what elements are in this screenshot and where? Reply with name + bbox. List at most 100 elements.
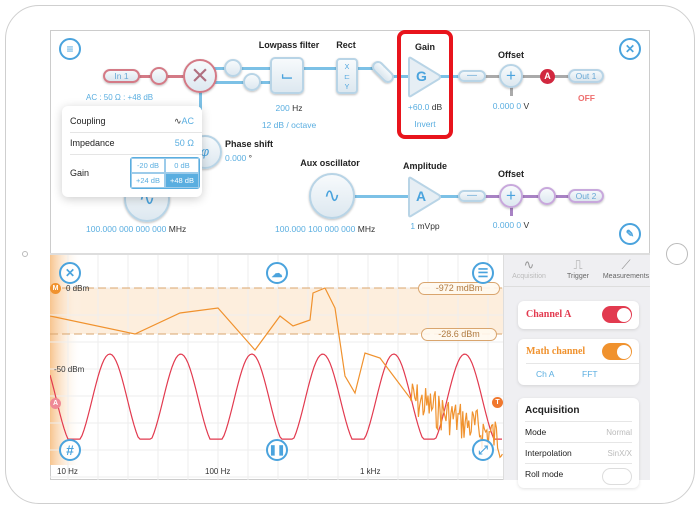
x-tick-1: 100 Hz	[205, 467, 231, 476]
tab-measurements[interactable]: ⟋ Measurements	[602, 255, 650, 280]
offset1-number: 0.000 0	[492, 101, 522, 111]
gain-title: Gain	[414, 42, 436, 52]
math-source[interactable]: Ch A	[536, 369, 555, 379]
divider	[70, 132, 202, 133]
amplitude-number: 1	[410, 221, 416, 231]
aux-oscillator-button[interactable]: ∿	[309, 173, 355, 219]
lowpass-frequency[interactable]: 200 Hz	[276, 103, 303, 113]
offset2-minus-button[interactable]: —	[458, 190, 486, 202]
out2-button[interactable]: Out 2	[568, 189, 604, 203]
math-operation[interactable]: FFT	[582, 369, 598, 379]
offset2-number: 0.000 0	[492, 220, 522, 230]
rect-y-glyph: Y	[344, 84, 350, 91]
cursor-readout-2[interactable]: -28.6 dBm	[421, 328, 497, 341]
out1-button[interactable]: Out 1	[568, 69, 604, 83]
gain-highlight	[397, 30, 453, 139]
channel-a-card: Channel A	[518, 301, 639, 329]
channel-a-marker[interactable]: A	[50, 398, 61, 409]
gain-option[interactable]: -20 dB	[131, 158, 165, 173]
in1-probe-node[interactable]	[150, 67, 168, 85]
interpolation-label: Interpolation	[525, 448, 572, 458]
roll-mode-row: Roll mode	[525, 463, 632, 484]
lowpass-title: Lowpass filter	[258, 40, 320, 50]
aux-frequency[interactable]: 100.000 100 000 000 MHz	[275, 224, 375, 234]
math-fft-trace	[50, 287, 503, 459]
gain-option[interactable]: +24 dB	[131, 173, 165, 188]
gain-option-selected[interactable]: +48 dB	[165, 173, 199, 188]
math-channel-card: Math channel Ch A FFT	[518, 339, 639, 385]
grid-icon[interactable]: #	[59, 439, 81, 461]
probe-node-2[interactable]	[243, 73, 261, 91]
roll-mode-label: Roll mode	[525, 469, 564, 479]
out1-state[interactable]: OFF	[578, 93, 595, 103]
channel-a-label: Channel A	[526, 309, 572, 320]
lowpass-freq-value: 200	[275, 103, 290, 113]
wire-offset2	[510, 206, 513, 216]
wrench-icon[interactable]: ✕	[619, 38, 641, 60]
rect-title: Rect	[336, 40, 356, 50]
lowpass-slope[interactable]: 12 dB / octave	[261, 120, 317, 130]
trigger-marker[interactable]: T	[492, 397, 503, 408]
in1-button[interactable]: In 1	[103, 69, 140, 83]
offset1-plus-button[interactable]: +	[499, 64, 523, 88]
amplitude-unit: mVpp	[417, 221, 440, 231]
roll-mode-toggle[interactable]	[602, 468, 632, 485]
invert-button[interactable]: Invert	[414, 119, 436, 129]
tab-acquisition[interactable]: ∿ Acquisition	[505, 255, 553, 280]
aux-freq-value: 100.000 100 000 000	[275, 224, 356, 234]
impedance-value[interactable]: 50 Ω	[174, 138, 194, 148]
channel-a-toggle[interactable]	[602, 306, 632, 323]
notes-icon[interactable]: ✎	[619, 223, 641, 245]
gain-value[interactable]: +60.0 dB	[408, 102, 442, 112]
coupling-value[interactable]: ∿AC	[174, 116, 194, 127]
rect-button[interactable]: X ⊏ Y	[336, 58, 358, 94]
phase-shift-title: Phase shift	[225, 139, 274, 149]
mode-row[interactable]: Mode Normal	[525, 421, 632, 442]
gain-segmented-control: -20 dB 0 dB +24 dB +48 dB	[130, 157, 200, 189]
gain-amplifier-button[interactable]	[406, 56, 442, 98]
rect-x-glyph: X	[344, 64, 350, 71]
menu-icon[interactable]: ≡	[59, 38, 81, 60]
offset1-title: Offset	[497, 50, 525, 60]
gain-value-number: +60.0	[407, 102, 430, 112]
offset2-plus-button[interactable]: +	[499, 184, 523, 208]
aux-oscillator-title: Aux oscillator	[300, 158, 360, 168]
expand-icon[interactable]: ⤢	[472, 439, 494, 461]
offset1-value[interactable]: 0.000 0 V	[493, 101, 529, 111]
phase-shift-value[interactable]: 0.000 °	[225, 153, 252, 163]
x-tick-0: 10 Hz	[57, 467, 78, 476]
side-sensor	[22, 251, 28, 257]
lowpass-filter-button[interactable]: ⌙	[270, 57, 304, 94]
amplitude-amplifier-button[interactable]	[406, 176, 442, 218]
probe-node-1[interactable]	[224, 59, 242, 77]
interpolation-row[interactable]: Interpolation SinX/X	[525, 442, 632, 463]
math-channel-toggle[interactable]	[602, 343, 632, 360]
tab-trigger[interactable]: ⎍ Trigger	[554, 255, 602, 280]
sliders-icon[interactable]: ☰	[472, 262, 494, 284]
offset2-value[interactable]: 0.000 0 V	[493, 220, 529, 230]
y-tick-1: -50 dBm	[54, 365, 85, 374]
ruler-icon: ⟋	[621, 257, 631, 272]
math-marker[interactable]: M	[50, 283, 61, 294]
mixer-button[interactable]: ×	[183, 59, 217, 93]
home-button[interactable]	[666, 243, 688, 265]
out2-probe-node[interactable]	[538, 187, 556, 205]
cloud-upload-icon[interactable]: ☁	[266, 262, 288, 284]
pause-icon[interactable]: ❚❚	[266, 439, 288, 461]
offset2-unit: V	[523, 220, 530, 230]
close-icon[interactable]: ✕	[59, 262, 81, 284]
mode-label: Mode	[525, 427, 547, 437]
cursor-readout-1[interactable]: -972 mdBm	[418, 282, 500, 295]
amplitude-value[interactable]: 1 mVpp	[410, 221, 439, 231]
gain-option[interactable]: 0 dB	[165, 158, 199, 173]
spectrum-plot[interactable]	[50, 255, 503, 480]
out1-channel-badge[interactable]: A	[540, 69, 555, 84]
offset1-minus-button[interactable]: —	[458, 70, 486, 82]
offset1-unit: V	[523, 101, 530, 111]
gain-label: Gain	[70, 168, 90, 178]
x-tick-2: 1 kHz	[360, 467, 381, 476]
tab-label: Trigger	[567, 273, 589, 280]
sine-wave-icon: ∿	[523, 257, 535, 272]
in1-status: AC : 50 Ω : +48 dB	[86, 93, 154, 102]
oscillator1-frequency[interactable]: 100.000 000 000 000 MHz	[86, 224, 186, 234]
